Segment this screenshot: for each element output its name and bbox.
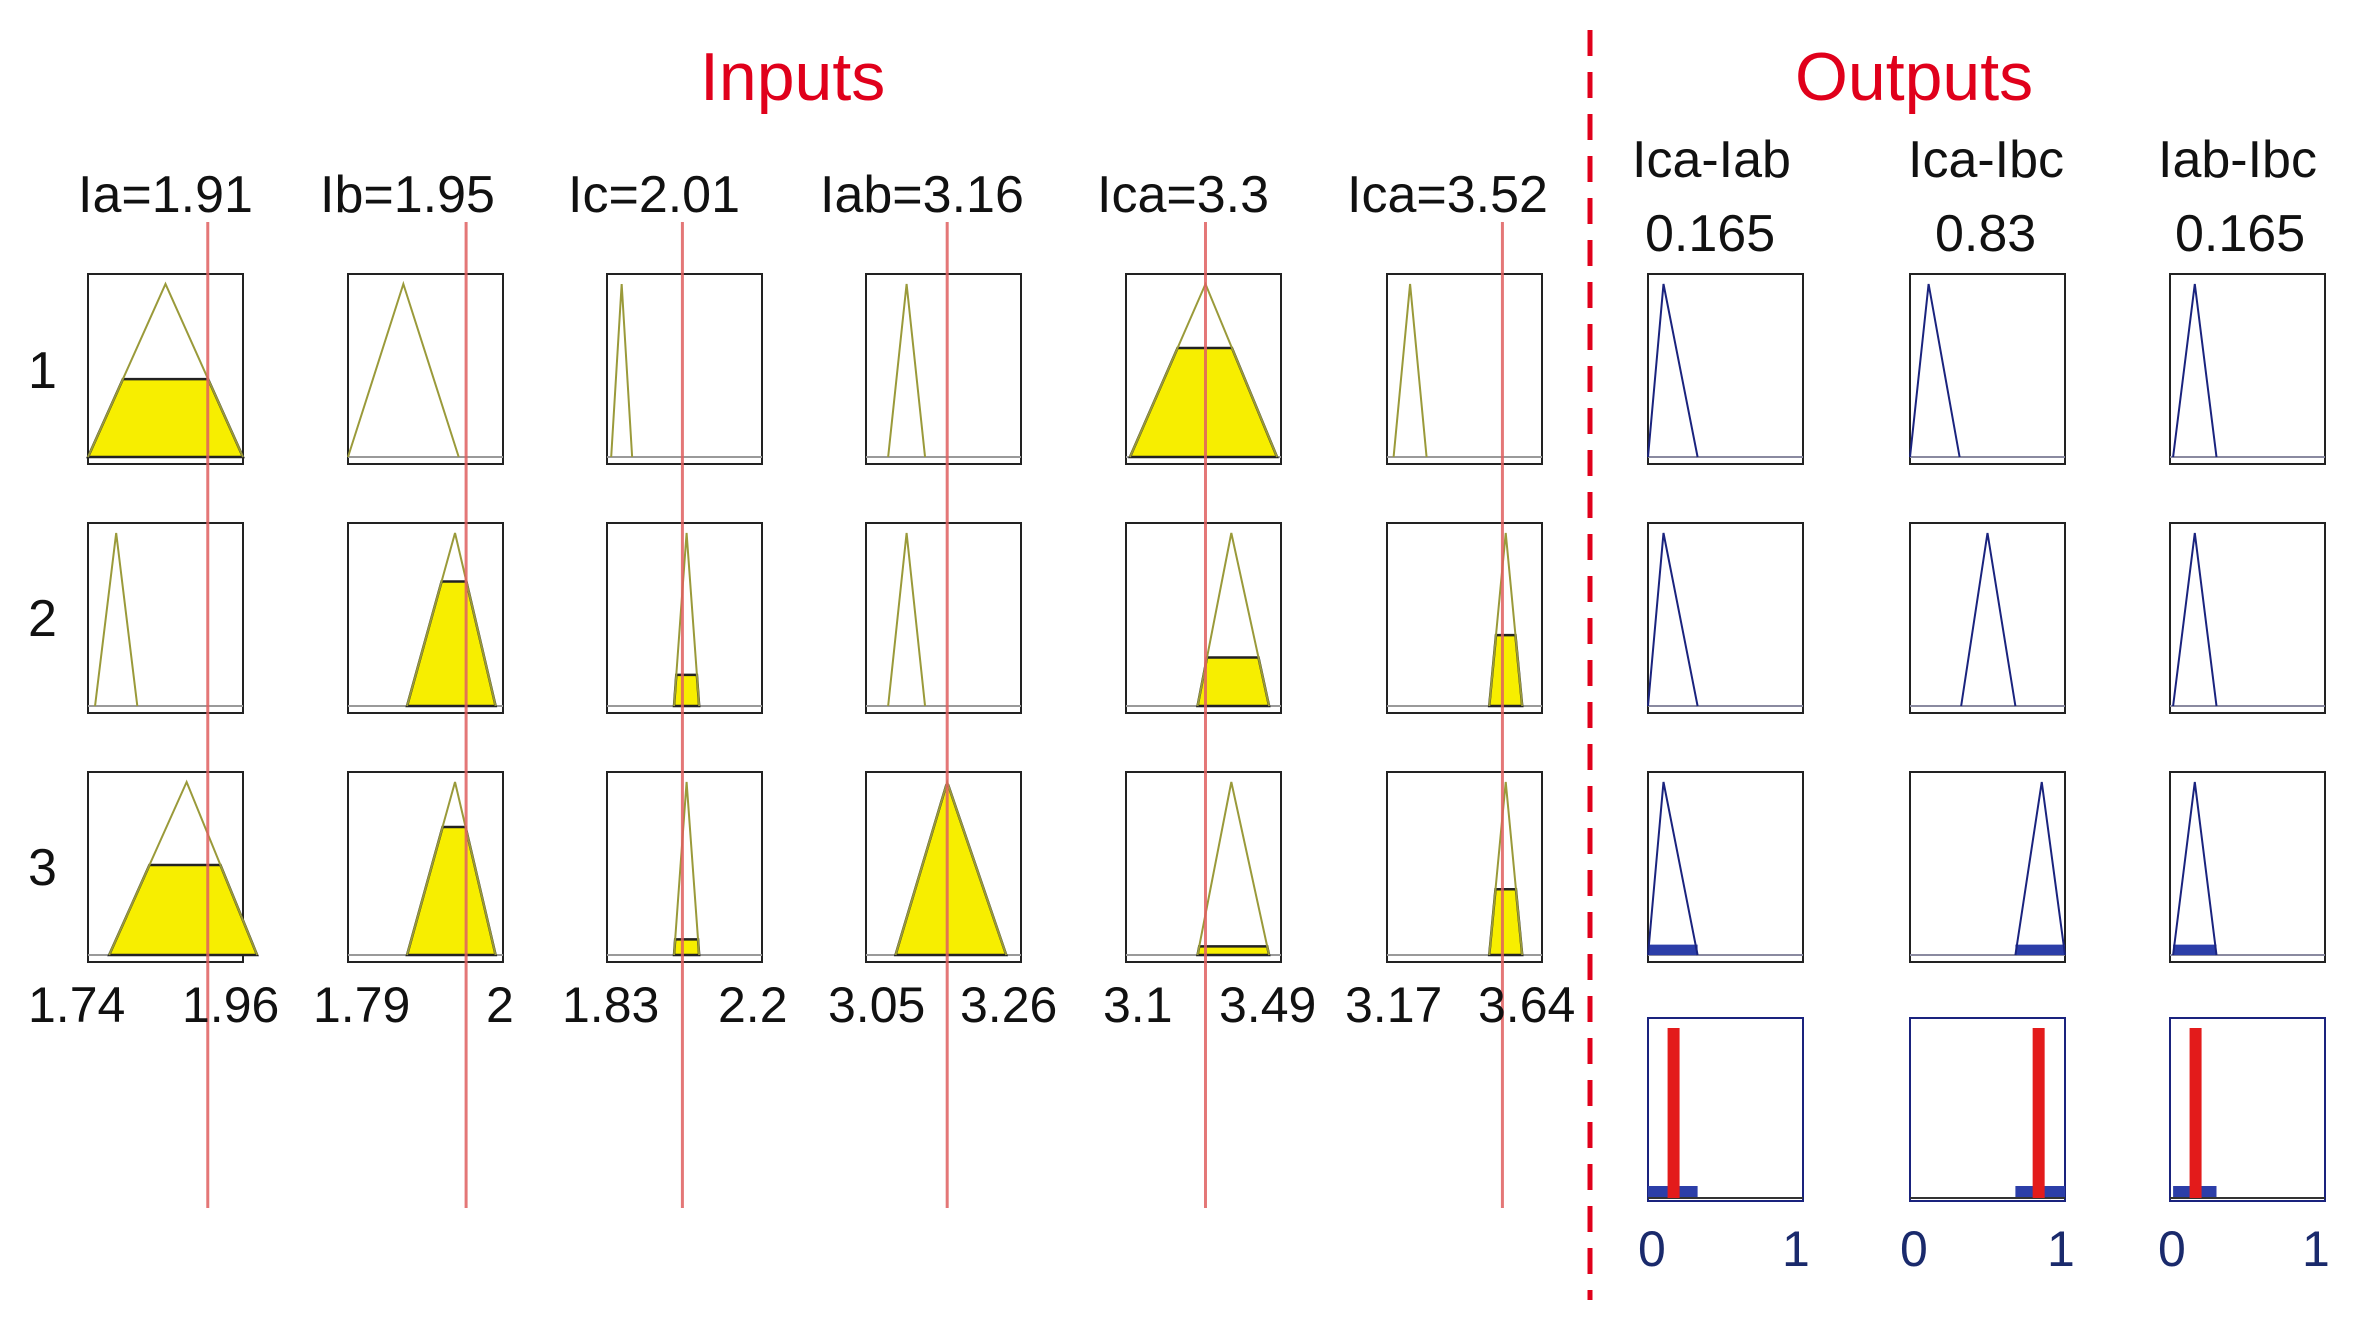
mf-triangle — [1196, 781, 1271, 956]
output-mf-panel — [1909, 273, 2066, 465]
input-range-min: 1.83 — [562, 977, 660, 1033]
input-range-min: 3.1 — [1103, 977, 1173, 1033]
mf-triangle — [887, 532, 927, 707]
mf-panel — [865, 522, 1022, 714]
output-mf-panel — [1647, 522, 1804, 714]
mf-triangle — [887, 283, 927, 458]
rule-row-label: 3 — [28, 839, 57, 897]
mf-triangle — [87, 281, 244, 458]
inputs-heading: Inputs — [700, 39, 886, 115]
input-range-min: 3.05 — [828, 977, 926, 1033]
output-mf-triangle — [1647, 781, 1699, 956]
mf-firing-area — [672, 673, 701, 708]
input-label: Ic=2.01 — [568, 166, 741, 224]
output-name: Ica-Ibc — [1908, 131, 2065, 189]
output-mf-triangle — [2172, 283, 2218, 458]
output-mf-panel — [1909, 522, 2066, 714]
output-name: Ica-Iab — [1632, 131, 1791, 189]
input-range-min: 1.79 — [313, 977, 411, 1033]
mf-triangle — [108, 779, 259, 956]
input-range-max: 2 — [486, 977, 514, 1033]
output-mf-panel — [1647, 273, 1804, 465]
defuzzified-value-bar — [2189, 1028, 2202, 1198]
input-range-max: 3.49 — [1219, 977, 1317, 1033]
output-mf-panel — [2169, 273, 2326, 465]
mf-triangle — [673, 781, 701, 956]
mf-panel — [1386, 273, 1543, 465]
mf-triangle — [1488, 781, 1524, 956]
input-range-max: 1.96 — [182, 977, 280, 1033]
output-mf-panel — [1909, 771, 2066, 963]
output-value: 0.165 — [2175, 205, 2306, 263]
input-range-max: 2.2 — [718, 977, 788, 1033]
output-mf-triangle — [2172, 532, 2218, 707]
input-label: Iab=3.16 — [820, 166, 1024, 224]
rule-row-label: 2 — [28, 590, 57, 648]
output-firing-area — [2173, 944, 2217, 955]
output-value: 0.165 — [1645, 205, 1776, 263]
outputs-heading: Outputs — [1795, 39, 2034, 115]
mf-triangle — [610, 283, 634, 458]
mf-panel — [606, 273, 763, 465]
mf-triangle — [1392, 283, 1428, 458]
mf-triangle — [94, 532, 139, 707]
output-range-min: 0 — [2158, 1221, 2186, 1277]
mf-panel — [865, 273, 1022, 465]
rule-row-label: 1 — [28, 342, 57, 400]
output-range-min: 0 — [1900, 1221, 1928, 1277]
output-mf-triangle — [2014, 781, 2066, 956]
input-label: Ica=3.3 — [1097, 166, 1270, 224]
output-mf-triangle — [1647, 283, 1699, 458]
output-firing-area — [2015, 944, 2065, 955]
mf-triangle — [673, 532, 701, 707]
defuzzified-value-bar — [2032, 1028, 2045, 1198]
defuzzified-value-bar — [1667, 1028, 1680, 1198]
output-mf-triangle — [2172, 781, 2218, 956]
output-mf-panel — [2169, 771, 2326, 963]
output-range-max: 1 — [2047, 1221, 2075, 1277]
mf-firing-area — [1196, 945, 1271, 957]
mf-panel — [87, 522, 244, 714]
input-range-min: 1.74 — [28, 977, 126, 1033]
output-value: 0.83 — [1935, 205, 2037, 263]
input-range-max: 3.26 — [960, 977, 1058, 1033]
input-label: Ia=1.91 — [78, 166, 253, 224]
input-range-min: 3.17 — [1345, 977, 1443, 1033]
input-range-max: 3.64 — [1478, 977, 1576, 1033]
output-mf-triangle — [1960, 532, 2017, 707]
mf-triangle — [1488, 532, 1524, 707]
mf-panel — [347, 273, 504, 465]
mf-triangle — [406, 532, 497, 707]
output-range-max: 1 — [1782, 1221, 1810, 1277]
input-label: Ib=1.95 — [320, 166, 495, 224]
output-range-min: 0 — [1638, 1221, 1666, 1277]
mf-panel — [1125, 771, 1282, 963]
mf-triangle — [1196, 532, 1271, 707]
mf-firing-area — [1196, 656, 1271, 708]
output-mf-triangle — [1909, 283, 1961, 458]
input-label: Ica=3.52 — [1347, 166, 1548, 224]
output-firing-area — [1648, 944, 1698, 955]
mf-firing-area — [672, 938, 701, 957]
output-mf-panel — [1647, 771, 1804, 963]
mf-triangle — [347, 280, 460, 458]
output-range-max: 1 — [2302, 1221, 2330, 1277]
output-mf-panel — [2169, 522, 2326, 714]
output-name: Iab-Ibc — [2158, 131, 2317, 189]
mf-triangle — [406, 781, 497, 956]
output-mf-triangle — [1647, 532, 1699, 707]
